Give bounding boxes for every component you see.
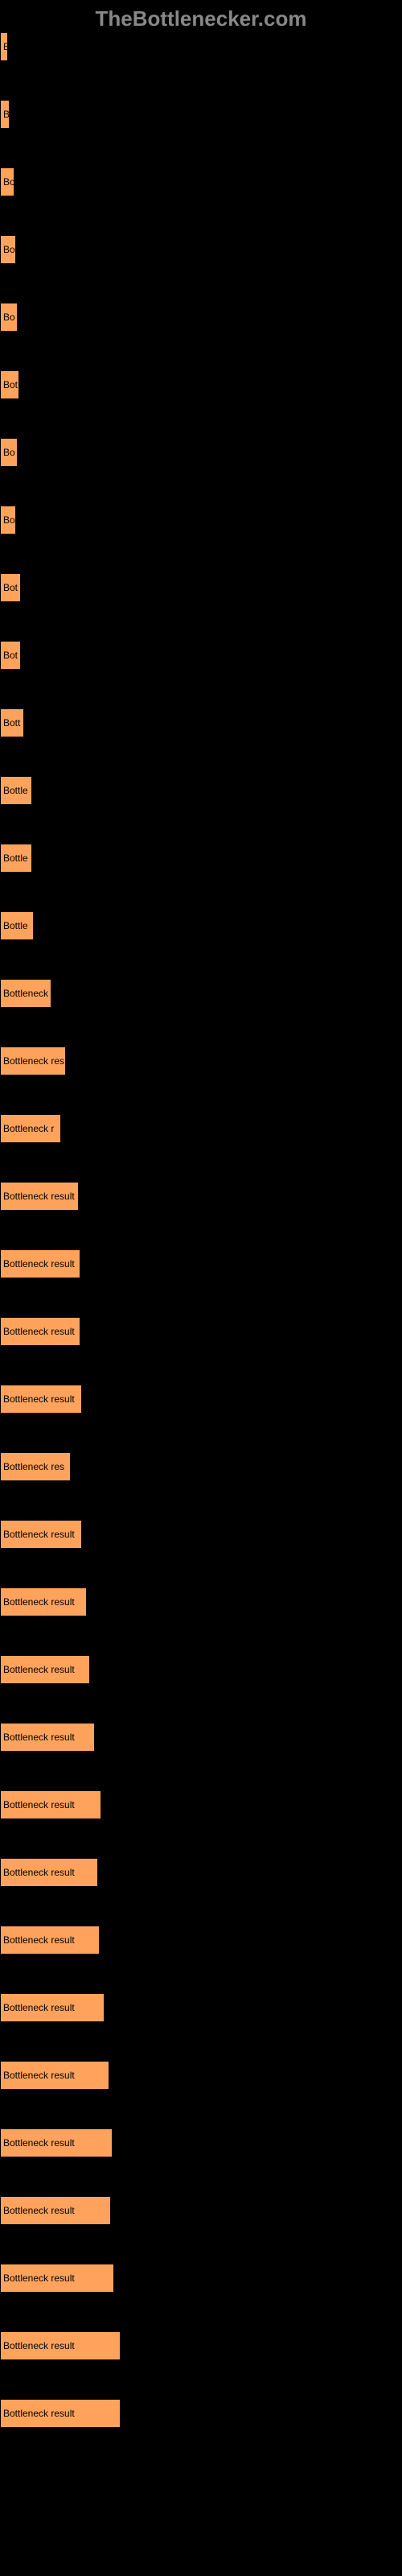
bar-row: Bottleneck result — [0, 1520, 402, 1549]
bar — [0, 1993, 105, 2022]
bar — [0, 911, 34, 940]
bar-row: Bottle — [0, 911, 402, 940]
bar — [0, 2128, 113, 2157]
bar — [0, 438, 18, 467]
bar — [0, 1182, 79, 1211]
bar-row: Bot — [0, 370, 402, 399]
bar-row: Bottleneck result — [0, 1723, 402, 1752]
bar — [0, 100, 10, 129]
bar — [0, 2331, 121, 2360]
bar — [0, 1452, 71, 1481]
bar-row: Bottleneck result — [0, 1993, 402, 2022]
bar — [0, 303, 18, 332]
watermark-text: TheBottlenecker.com — [96, 6, 307, 31]
bar-row: Bottleneck result — [0, 2128, 402, 2157]
bar — [0, 1114, 61, 1143]
bar-row: Bot — [0, 641, 402, 670]
bar — [0, 708, 24, 737]
bar-row: Bott — [0, 708, 402, 737]
bar — [0, 1790, 101, 1819]
bar-row: Bottleneck result — [0, 1317, 402, 1346]
bar-row: Bot — [0, 573, 402, 602]
bar-row: Bottle — [0, 776, 402, 805]
bar — [0, 1723, 95, 1752]
bar — [0, 370, 19, 399]
bar — [0, 641, 21, 670]
bar — [0, 1385, 82, 1414]
bar-row: Bottleneck — [0, 979, 402, 1008]
bar — [0, 167, 14, 196]
bar — [0, 1858, 98, 1887]
bar-row: Bo — [0, 235, 402, 264]
bar-row: Bottleneck result — [0, 1587, 402, 1616]
bar-row: Bottleneck result — [0, 2061, 402, 2090]
bar-row: Bo — [0, 167, 402, 196]
bar — [0, 506, 16, 535]
bar-row: Bo — [0, 303, 402, 332]
bar-row: Bottleneck res — [0, 1046, 402, 1075]
bar — [0, 844, 32, 873]
bar — [0, 1317, 80, 1346]
bar-row: Bottleneck result — [0, 1926, 402, 1955]
bar-row: Bottleneck result — [0, 1385, 402, 1414]
bar — [0, 2399, 121, 2428]
bar — [0, 1249, 80, 1278]
bar-row: B — [0, 100, 402, 129]
bar — [0, 776, 32, 805]
bar — [0, 979, 51, 1008]
bar — [0, 2264, 114, 2293]
bar — [0, 32, 8, 61]
bar-row: B — [0, 32, 402, 61]
bar-row: Bottle — [0, 844, 402, 873]
bar — [0, 1655, 90, 1684]
bar-row: Bottleneck result — [0, 2196, 402, 2225]
bar — [0, 1046, 66, 1075]
bar-row: Bottleneck result — [0, 2331, 402, 2360]
bottleneck-bar-chart: B B Bo Bo Bo Bot Bo Bo Bot Bot Bott Bottle Bottle Bot… — [0, 0, 402, 2483]
bar-row: Bo — [0, 506, 402, 535]
bar — [0, 2061, 109, 2090]
bar-row: Bottleneck result — [0, 1858, 402, 1887]
bar-row: Bottleneck result — [0, 1249, 402, 1278]
bar-row: Bottleneck result — [0, 1655, 402, 1684]
bar-row: Bottleneck r — [0, 1114, 402, 1143]
bar — [0, 2196, 111, 2225]
bar-row: Bo — [0, 438, 402, 467]
bar — [0, 1520, 82, 1549]
bar — [0, 573, 21, 602]
bar — [0, 235, 16, 264]
bar-row: Bottleneck result — [0, 1790, 402, 1819]
bar-row: Bottleneck result — [0, 1182, 402, 1211]
bar-row: Bottleneck result — [0, 2399, 402, 2428]
bar — [0, 1587, 87, 1616]
bar — [0, 1926, 100, 1955]
bar-row: Bottleneck result — [0, 2264, 402, 2293]
bar-row: Bottleneck res — [0, 1452, 402, 1481]
